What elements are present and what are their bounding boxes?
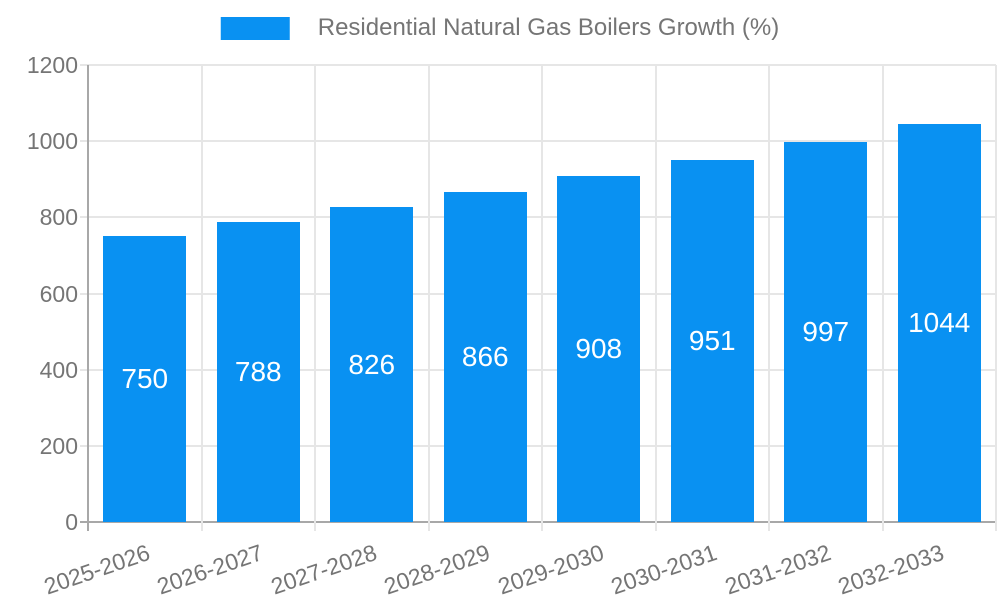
y-tick-label: 800 xyxy=(39,204,78,231)
horizontal-gridline xyxy=(80,64,996,66)
vertical-gridline xyxy=(654,65,657,531)
y-tick-label: 400 xyxy=(39,356,78,383)
bar-2031-2032[interactable] xyxy=(784,142,868,522)
bar-value-label: 1044 xyxy=(908,307,971,339)
vertical-gridline xyxy=(427,65,430,531)
y-tick-label: 0 xyxy=(65,509,78,535)
legend-swatch xyxy=(220,16,290,40)
y-axis-line xyxy=(87,65,89,531)
x-tick-label: 2029-2030 xyxy=(494,539,607,600)
vertical-gridline xyxy=(314,65,316,531)
bar-value-label: 788 xyxy=(234,355,282,387)
vertical-gridline xyxy=(995,65,997,531)
bar-value-label: 866 xyxy=(461,341,509,373)
bar-2026-2027[interactable] xyxy=(216,221,300,522)
bar-value-label: 750 xyxy=(121,363,169,395)
bar-2028-2029[interactable] xyxy=(443,192,527,522)
horizontal-gridline xyxy=(80,292,996,295)
bar-value-label: 826 xyxy=(348,348,396,380)
bar-value-label: 997 xyxy=(802,316,850,348)
x-tick-label: 2026-2027 xyxy=(153,539,267,600)
bar-2029-2030[interactable] xyxy=(557,176,641,522)
horizontal-gridline xyxy=(80,140,996,143)
x-tick-label: 2032-2033 xyxy=(834,539,948,600)
bar-value-label: 951 xyxy=(688,324,736,356)
legend-label: Residential Natural Gas Boilers Growth (… xyxy=(317,14,780,41)
bar-2027-2028[interactable] xyxy=(330,207,414,522)
horizontal-gridline xyxy=(80,444,996,447)
y-tick-label: 600 xyxy=(39,280,78,307)
vertical-gridline xyxy=(881,65,884,531)
horizontal-gridline xyxy=(80,216,996,219)
vertical-gridline xyxy=(768,65,770,531)
y-tick-label: 1200 xyxy=(26,52,78,78)
x-tick-label: 2030-2031 xyxy=(607,539,721,600)
y-tick-label: 200 xyxy=(39,432,78,459)
bar-2025-2026[interactable] xyxy=(103,236,187,522)
bar-2030-2031[interactable] xyxy=(670,159,754,522)
y-tick-label: 1000 xyxy=(26,128,78,155)
bar-2032-2033[interactable] xyxy=(897,124,981,522)
x-tick-label: 2027-2028 xyxy=(267,539,380,600)
bar-value-label: 908 xyxy=(575,333,623,365)
vertical-gridline xyxy=(541,65,543,531)
legend[interactable]: Residential Natural Gas Boilers Growth (… xyxy=(220,14,780,43)
x-tick-label: 2025-2026 xyxy=(40,539,153,600)
x-tick-label: 2028-2029 xyxy=(380,539,494,600)
x-tick-label: 2031-2032 xyxy=(721,539,834,600)
vertical-gridline xyxy=(200,65,203,531)
x-axis-line xyxy=(80,521,996,523)
horizontal-gridline xyxy=(80,368,996,371)
